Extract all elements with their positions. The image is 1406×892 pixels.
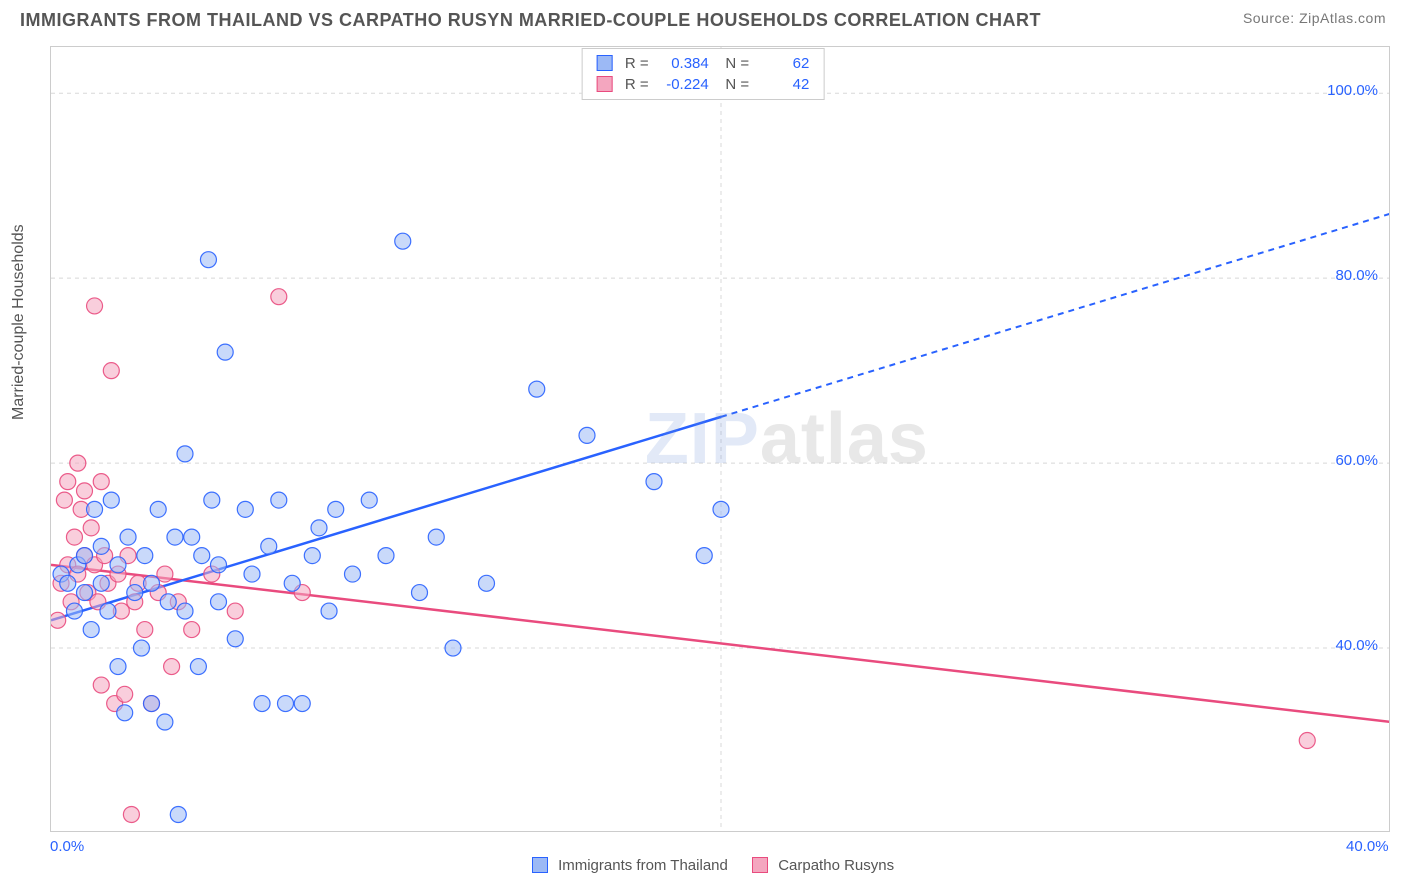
scatter-chart-svg <box>51 47 1390 832</box>
swatch-series1-icon <box>532 857 548 873</box>
swatch-series2-icon <box>597 76 613 92</box>
x-legend-label-series1: Immigrants from Thailand <box>558 857 728 874</box>
n-value-series1: 62 <box>753 55 809 72</box>
chart-area: ZIPatlas <box>50 46 1390 832</box>
y-tick-label: 40.0% <box>1335 637 1378 654</box>
y-tick-label: 80.0% <box>1335 267 1378 284</box>
chart-title: IMMIGRANTS FROM THAILAND VS CARPATHO RUS… <box>20 10 1041 30</box>
y-tick-label: 100.0% <box>1327 82 1378 99</box>
r-label: R = <box>625 76 649 93</box>
legend-row-series1: R = 0.384 N = 62 <box>597 53 810 74</box>
y-axis-label: Married-couple Households <box>10 224 28 420</box>
r-value-series2: -0.224 <box>653 76 709 93</box>
legend-row-series2: R = -0.224 N = 42 <box>597 74 810 95</box>
x-legend-label-series2: Carpatho Rusyns <box>778 857 894 874</box>
r-label: R = <box>625 55 649 72</box>
n-value-series2: 42 <box>753 76 809 93</box>
r-value-series1: 0.384 <box>653 55 709 72</box>
swatch-series1-icon <box>597 55 613 71</box>
swatch-series2-icon <box>752 857 768 873</box>
source-label: Source: ZipAtlas.com <box>1243 10 1386 26</box>
correlation-legend: R = 0.384 N = 62 R = -0.224 N = 42 <box>582 48 825 100</box>
x-axis-legend: Immigrants from Thailand Carpatho Rusyns <box>0 857 1406 874</box>
y-tick-label: 60.0% <box>1335 452 1378 469</box>
x-tick-label: 0.0% <box>50 838 84 855</box>
n-label: N = <box>725 55 749 72</box>
n-label: N = <box>725 76 749 93</box>
x-tick-label: 40.0% <box>1346 838 1389 855</box>
